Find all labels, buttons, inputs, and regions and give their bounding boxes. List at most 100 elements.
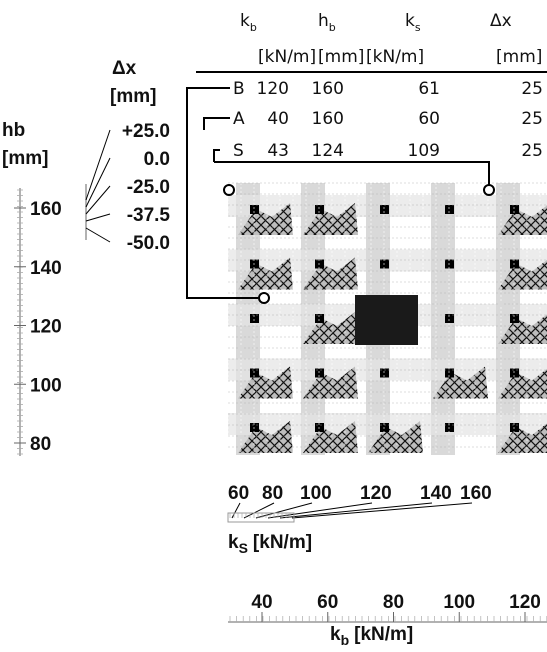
col-header: Δx	[490, 11, 512, 31]
point	[445, 368, 454, 378]
hatch	[498, 259, 547, 290]
legend-item: -50.0	[127, 233, 170, 254]
tick-label: 100	[30, 375, 62, 396]
hatch	[303, 312, 358, 344]
legend-leader	[85, 129, 111, 201]
cell: 25	[521, 141, 543, 161]
legend-item: +25.0	[122, 121, 170, 142]
tick-label: 60	[228, 483, 249, 504]
header-main: k	[240, 11, 250, 31]
axis-label: hb	[2, 120, 25, 141]
marker	[483, 184, 495, 196]
legend-item: 0.0	[144, 149, 170, 170]
col-unit: [mm]	[318, 47, 364, 67]
tick-label: 80	[383, 592, 404, 613]
header-main: Δx	[490, 11, 512, 31]
col-header: kb	[240, 11, 257, 34]
point	[250, 259, 259, 269]
axis-sub: b	[341, 632, 350, 648]
hatch	[368, 421, 423, 453]
point	[510, 368, 519, 378]
tick-label: 160	[460, 483, 492, 504]
col-header: ks	[405, 11, 421, 34]
cell: 43	[267, 141, 289, 161]
tick-label: 80	[262, 483, 283, 504]
axis-main: k	[330, 624, 341, 645]
hatch	[238, 421, 293, 453]
hatch	[303, 257, 358, 290]
axis-unit: [kN/m]	[354, 624, 413, 645]
point	[510, 205, 519, 214]
axis-label: kS [kN/m]	[228, 532, 312, 556]
cell: 61	[418, 79, 440, 99]
axis-sub: S	[239, 540, 248, 556]
optimum	[355, 295, 418, 345]
header-sub: s	[415, 21, 421, 34]
cell: 40	[267, 109, 289, 129]
hatch	[238, 203, 293, 235]
tick-leader	[279, 502, 433, 519]
tick-label: 100	[300, 483, 332, 504]
legend-leader	[85, 157, 111, 208]
connector	[213, 149, 490, 185]
marker	[258, 292, 270, 304]
col-unit: [mm]	[496, 47, 542, 67]
col-unit: [kN/m]	[366, 47, 424, 67]
hatch	[238, 366, 293, 399]
tick-label: 140	[420, 483, 452, 504]
point	[250, 368, 259, 378]
tick-label: 40	[251, 592, 272, 613]
hatch	[433, 366, 488, 399]
point	[380, 205, 389, 214]
legend-unit: [mm]	[110, 86, 156, 107]
header-sub: b	[250, 21, 257, 34]
cell: 109	[408, 141, 440, 161]
point	[250, 314, 259, 323]
cell: 25	[521, 79, 543, 99]
legend-leader	[85, 227, 111, 243]
connector	[203, 117, 230, 130]
hatch	[498, 368, 547, 399]
tick-leader	[267, 502, 373, 519]
header-sub: b	[329, 21, 336, 34]
legend-label: Δx	[112, 58, 137, 79]
tick-label: 120	[360, 483, 392, 504]
axis-main: k	[228, 532, 239, 553]
cell: 60	[418, 109, 440, 129]
axis-unit: [kN/m]	[253, 532, 312, 553]
point	[445, 314, 454, 323]
tick-label: 140	[30, 258, 62, 279]
hatch	[498, 423, 547, 453]
legend-item: -25.0	[127, 177, 170, 198]
legend-item: -37.5	[127, 205, 171, 226]
ks-ruler	[227, 512, 295, 523]
point	[380, 259, 389, 269]
legend-leader	[85, 213, 111, 222]
hatch	[303, 421, 358, 453]
point	[380, 423, 389, 432]
tick-leader	[255, 502, 313, 519]
point	[315, 423, 324, 432]
design-map	[227, 182, 547, 455]
cell: 160	[312, 109, 344, 129]
tick-label: 80	[30, 434, 51, 455]
legend-leader	[85, 185, 111, 215]
axis-label: kb [kN/m]	[330, 624, 413, 648]
col-unit: [kN/m]	[258, 47, 316, 67]
row-label: A	[233, 109, 245, 129]
cell: 124	[312, 141, 344, 161]
tick-leader	[291, 502, 473, 519]
point	[510, 259, 519, 269]
hatch	[238, 257, 293, 290]
hatch	[498, 314, 547, 344]
header-main: k	[405, 11, 415, 31]
row-label: B	[233, 79, 245, 99]
row-label: S	[233, 141, 244, 161]
connector	[186, 87, 258, 299]
tick-leader	[243, 502, 275, 519]
axis-unit: [mm]	[2, 148, 48, 169]
point	[315, 205, 324, 214]
col-header: hb	[318, 11, 336, 34]
point	[445, 423, 454, 432]
